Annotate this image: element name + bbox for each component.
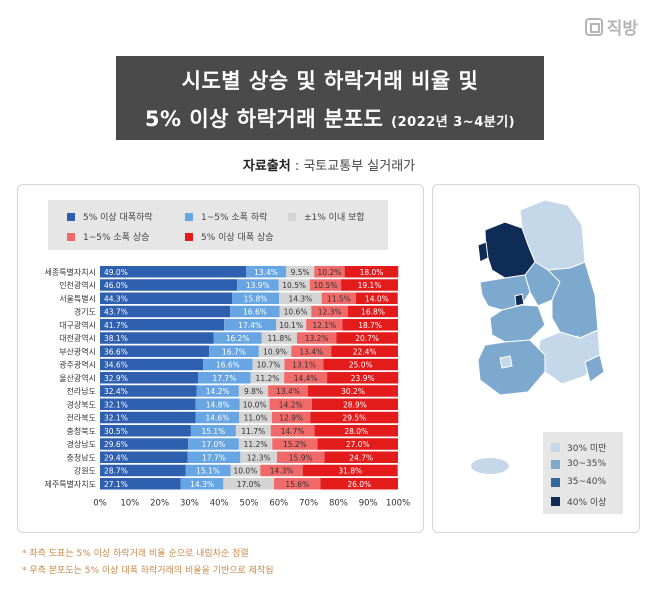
map-legend-swatch xyxy=(551,443,560,452)
map-legend-swatch xyxy=(551,459,560,469)
chart-legend: 5% 이상 대폭하락 1~5% 소폭 하락 ±1% 이내 보합 1~5% 소폭 … xyxy=(48,200,388,250)
source-text: : 국토교통부 실거래가 xyxy=(290,159,416,174)
house-icon xyxy=(584,17,603,36)
map-legend-item: 30~35% xyxy=(551,459,606,469)
map-legend-label: 40% 이상 xyxy=(567,498,607,508)
legend-swatch xyxy=(185,212,193,221)
legend-swatch xyxy=(185,232,193,241)
title-line-2: 5% 이상 하락거래 분포도 (2022년 3~4분기) xyxy=(116,103,544,133)
map-legend: 30% 미만 30~35% 35~40% 40% 이상 xyxy=(543,432,623,514)
legend-label: 5% 이상 대폭 상승 xyxy=(201,233,274,243)
legend-item-flat: ±1% 이내 보합 xyxy=(288,210,365,223)
brand-logo: 직방 xyxy=(584,14,638,39)
legend-swatch xyxy=(288,212,296,221)
brand-name: 직방 xyxy=(606,19,638,39)
map-legend-item: 35~40% xyxy=(551,477,606,487)
source-line: 자료출처 : 국토교통부 실거래가 xyxy=(0,155,658,174)
legend-item-small-rise: 1~5% 소폭 상승 xyxy=(67,230,149,243)
source-label: 자료출처 xyxy=(242,159,291,174)
title-period: (2022년 3~4분기) xyxy=(391,115,516,130)
map-legend-swatch xyxy=(551,477,560,487)
map-legend-item: 40% 이상 xyxy=(551,495,606,508)
map-legend-label: 30% 미만 xyxy=(567,444,607,454)
title-banner: 시도별 상승 및 하락거래 비율 및 5% 이상 하락거래 분포도 (2022년… xyxy=(116,56,544,140)
legend-item-big-rise: 5% 이상 대폭 상승 xyxy=(185,230,274,243)
legend-swatch xyxy=(67,212,75,221)
legend-label: ±1% 이내 보합 xyxy=(304,213,365,223)
footnote-2: * 우측 분포도는 5% 이상 대폭 하락거래의 비율을 기반으로 제작됨 xyxy=(22,566,274,576)
title-line-1: 시도별 상승 및 하락거래 비율 및 xyxy=(181,69,479,93)
legend-label: 1~5% 소폭 하락 xyxy=(201,213,268,223)
title-main: 5% 이상 하락거래 분포도 xyxy=(144,107,384,131)
legend-label: 1~5% 소폭 상승 xyxy=(83,233,150,243)
map-legend-label: 30~35% xyxy=(567,459,606,469)
map-legend-swatch xyxy=(551,497,560,506)
footnote-1: * 좌측 도표는 5% 이상 하락거래 비율 순으로 내림차순 정렬 xyxy=(22,549,249,559)
map-legend-item: 30% 미만 xyxy=(551,441,606,454)
legend-label: 5% 이상 대폭하락 xyxy=(83,213,153,223)
legend-item-big-drop: 5% 이상 대폭하락 xyxy=(67,210,153,223)
legend-item-small-drop: 1~5% 소폭 하락 xyxy=(185,210,267,223)
map-legend-label: 35~40% xyxy=(567,477,606,487)
legend-swatch xyxy=(67,232,75,241)
